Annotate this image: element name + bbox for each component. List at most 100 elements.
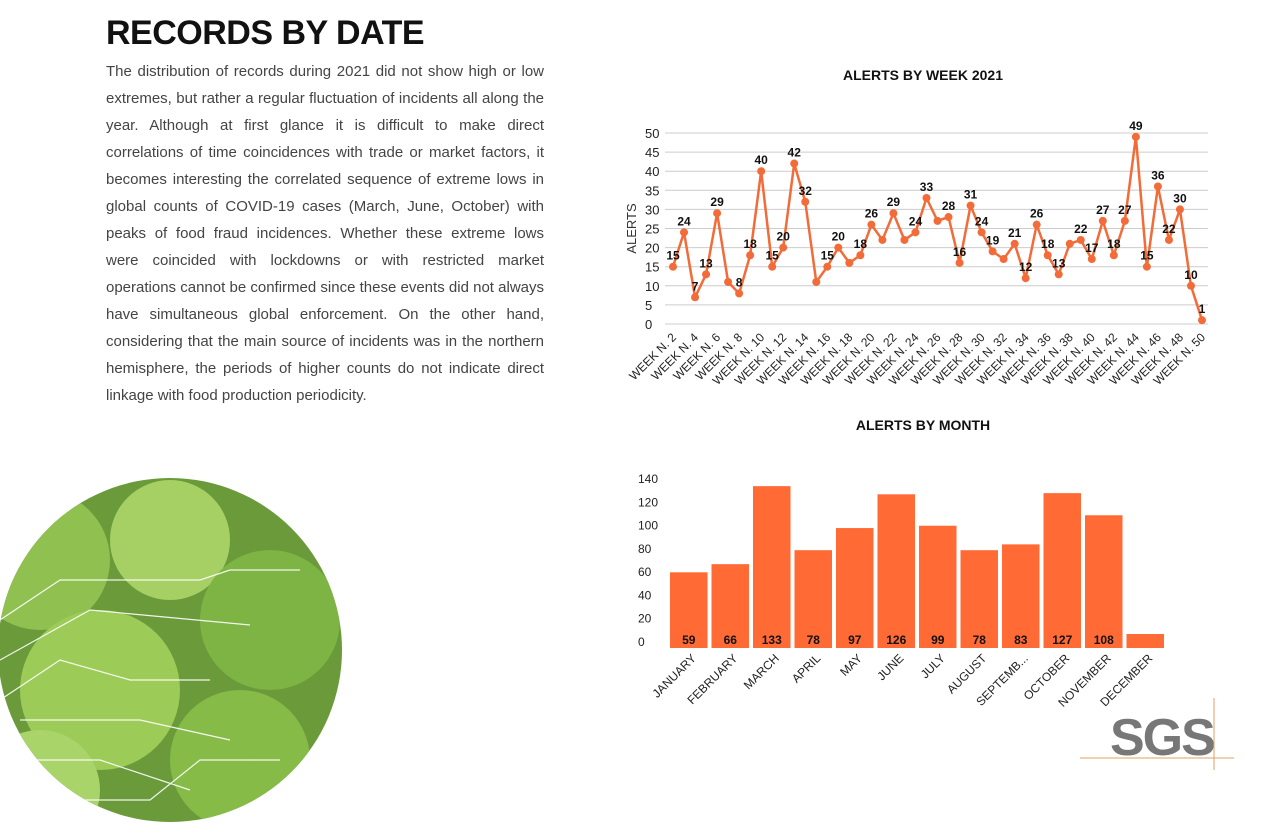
y-tick-label: 30 [645, 202, 659, 217]
y-tick-label: 140 [638, 472, 658, 486]
data-label: 24 [909, 214, 923, 228]
point [900, 235, 909, 244]
y-tick-label: 40 [645, 164, 659, 179]
point [988, 247, 997, 256]
y-tick-label: 20 [638, 612, 652, 626]
bar [1126, 634, 1164, 648]
data-label: 33 [920, 180, 934, 194]
point [911, 228, 920, 237]
data-label: 40 [754, 153, 768, 167]
data-label: 22 [1074, 222, 1088, 236]
point [713, 209, 722, 218]
y-tick-label: 80 [638, 542, 652, 556]
point [801, 197, 810, 206]
data-label: 12 [1019, 260, 1033, 274]
data-label: 27 [1096, 203, 1110, 217]
data-label: 127 [1052, 633, 1072, 647]
data-label: 78 [807, 633, 821, 647]
data-label: 18 [1041, 237, 1055, 251]
point [702, 270, 711, 279]
data-label: 21 [1008, 226, 1022, 240]
point [779, 243, 788, 252]
y-tick-label: 40 [638, 588, 652, 602]
point [669, 262, 677, 271]
point [1153, 182, 1162, 191]
data-label: 26 [1030, 207, 1044, 221]
point [1065, 239, 1074, 248]
point [1021, 274, 1030, 283]
data-label: 97 [848, 633, 862, 647]
y-tick-label: 0 [638, 635, 645, 649]
data-label: 49 [1129, 119, 1143, 133]
point [812, 277, 821, 286]
data-label: 108 [1094, 633, 1114, 647]
x-tick-label: JULY [918, 651, 948, 681]
x-tick-label: MAY [837, 651, 865, 679]
data-label: 15 [821, 249, 835, 263]
point [867, 220, 876, 229]
bar [1043, 493, 1081, 648]
data-label: 30 [1173, 191, 1187, 205]
point [724, 277, 733, 286]
point [1032, 220, 1041, 229]
data-label: 83 [1014, 633, 1028, 647]
point [1198, 316, 1206, 325]
bar [711, 564, 749, 648]
y-tick-label: 45 [645, 145, 659, 160]
point [746, 251, 755, 260]
data-label: 19 [986, 233, 1000, 247]
point [691, 293, 700, 302]
data-label: 16 [953, 245, 967, 259]
data-label: 13 [1052, 256, 1066, 270]
bar [670, 572, 708, 648]
bar [960, 550, 998, 648]
y-tick-label: 15 [645, 260, 659, 275]
y-tick-label: 60 [638, 565, 652, 579]
point [999, 255, 1008, 264]
data-label: 126 [886, 633, 906, 647]
point [1164, 235, 1173, 244]
data-label: 24 [677, 214, 691, 228]
y-axis-label: ALERTS [624, 203, 639, 254]
point [834, 243, 843, 252]
point [922, 193, 931, 202]
data-label: 17 [1085, 241, 1099, 255]
data-label: 78 [973, 633, 987, 647]
photo [0, 478, 342, 822]
point [1142, 262, 1151, 271]
data-label: 13 [699, 256, 713, 270]
x-tick-label: APRIL [789, 651, 824, 686]
data-label: 18 [743, 237, 757, 251]
y-tick-label: 25 [645, 222, 659, 237]
y-tick-label: 100 [638, 519, 658, 533]
chart-title: ALERTS BY WEEK 2021 [843, 67, 1003, 83]
point [1087, 255, 1096, 264]
point [757, 167, 766, 176]
data-label: 29 [710, 195, 724, 209]
data-label: 18 [1107, 237, 1121, 251]
y-tick-label: 0 [645, 317, 652, 332]
bar [1085, 515, 1123, 648]
point [1076, 235, 1085, 244]
data-label: 59 [682, 633, 696, 647]
data-label: 28 [942, 199, 956, 213]
data-label: 42 [788, 146, 802, 160]
point [889, 209, 898, 218]
point [735, 289, 744, 298]
point [1054, 270, 1063, 279]
y-tick-label: 35 [645, 183, 659, 198]
point [1109, 251, 1118, 260]
data-label: 27 [1118, 203, 1132, 217]
data-label: 26 [865, 207, 879, 221]
data-label: 20 [777, 230, 791, 244]
y-tick-label: 20 [645, 241, 659, 256]
point [1098, 216, 1107, 225]
bar [753, 486, 791, 648]
bar [1002, 544, 1040, 648]
data-label: 24 [975, 214, 989, 228]
point [1043, 251, 1052, 260]
bar [877, 494, 915, 648]
data-label: 22 [1162, 222, 1176, 236]
point [1175, 205, 1184, 214]
